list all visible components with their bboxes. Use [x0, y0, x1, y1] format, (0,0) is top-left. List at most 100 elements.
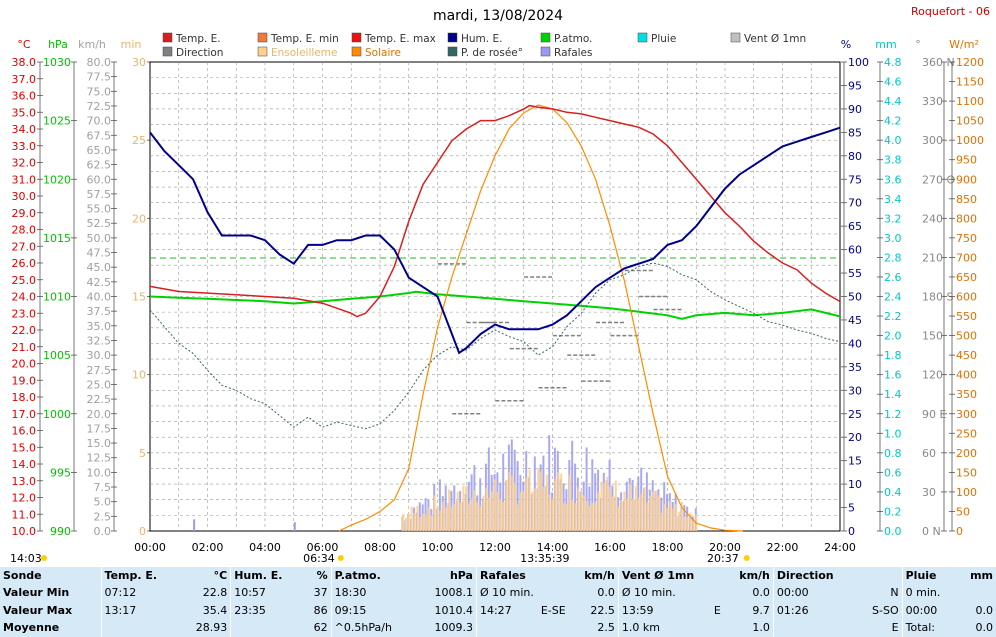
x-tick-label: 06:00 [307, 541, 339, 554]
legend-swatch [540, 46, 551, 57]
axis-tick-label: 850 [956, 193, 977, 206]
sunshine-bar [640, 493, 643, 531]
axis-tick-label: 0 N [922, 525, 941, 538]
stats-row-label: Valeur Min [3, 586, 70, 600]
stats-cell: E [713, 603, 721, 617]
axis-tick-label: 350 [956, 388, 977, 401]
chart-title: mardi, 13/08/2024 [433, 8, 563, 24]
sunshine-bar [603, 482, 606, 531]
axis-tick-label: 995 [50, 466, 71, 479]
x-tick-label: 14:00 [537, 541, 569, 554]
sunshine-bar [471, 498, 474, 531]
axis-tick-label: 4.0 [884, 134, 902, 147]
axis-tick-label: 22.5 [87, 393, 112, 406]
axis-tick-label: 15.0 [87, 437, 112, 450]
stats-cell: 0.0 [975, 603, 994, 617]
axis-tick-label: 38.0 [12, 56, 37, 69]
sunshine-bar [586, 500, 589, 531]
axis-tick-label: 0 [848, 525, 855, 538]
sunshine-bar [652, 491, 655, 531]
gust-bar [585, 447, 588, 531]
sunshine-bar [609, 487, 612, 531]
axis-tick-label: 2.0 [884, 330, 902, 343]
axis-unit: W/m² [949, 38, 979, 51]
sunshine-bar [442, 501, 445, 531]
legend-swatch [351, 32, 362, 43]
axis-tick-label: 45.0 [87, 261, 112, 274]
legend-label: P. de rosée° [461, 47, 523, 59]
sunshine-bar [643, 487, 646, 531]
solar-noon-time: 13:35:39 [520, 552, 569, 565]
axis-tick-label: 57.5 [87, 188, 112, 201]
axis-tick-label: 0.4 [884, 486, 902, 499]
axis-tick-label: 1.6 [884, 369, 902, 382]
axis-tick-label: 360 N [922, 56, 955, 69]
sunshine-bar [617, 506, 620, 531]
sunshine-bar [554, 478, 557, 531]
sunshine-bar [485, 487, 488, 531]
axis-tick-label: 150 [956, 466, 977, 479]
stats-header-dir: Direction [772, 567, 858, 585]
stats-cell: 18:30 [330, 584, 417, 602]
sunshine-bar [491, 491, 494, 531]
stats-cell: 10:57 [230, 584, 304, 602]
stats-table: Sonde Temp. E. °C Hum. E. % P.atmo. hPa … [0, 567, 996, 637]
axis-tick-label: 3.6 [884, 173, 902, 186]
sunshine-bar [422, 513, 425, 531]
sun-icon [41, 555, 47, 561]
sunshine-bar [583, 495, 586, 531]
axis-tick-label: 90 E [922, 408, 946, 421]
axis-tick-label: 10.0 [12, 525, 37, 538]
legend-swatch [540, 32, 551, 43]
series-pressure [149, 290, 841, 320]
legend-swatch [447, 46, 458, 57]
axis-tick-label: 17.5 [87, 422, 112, 435]
axis-tick-label: 1150 [956, 76, 984, 89]
stats-cell [957, 585, 996, 603]
stats-cell: 62 [313, 621, 328, 635]
axis-tick-label: 650 [956, 271, 977, 284]
stats-cell: 0 min. [901, 584, 958, 602]
axis-tick-label: 950 [956, 154, 977, 167]
stats-header-temp: Temp. E. [100, 567, 180, 585]
axis-tick-label: 1010 [43, 291, 71, 304]
axis-tick-label: 300 [922, 134, 943, 147]
sunshine-bar [655, 491, 658, 531]
gust-bar [591, 459, 594, 531]
axis-tick-label: 0.0 [884, 525, 902, 538]
sunshine-bar [430, 515, 433, 531]
axis-tick-label: 1.2 [884, 408, 902, 421]
axis-tick-label: 270 O [922, 173, 955, 186]
axis-tick-label: 35 [848, 361, 862, 374]
axis-tick-label: 1005 [43, 349, 71, 362]
axis-tick-label: 28.0 [12, 224, 37, 237]
axis-tick-label: 25 [132, 134, 146, 147]
sunshine-bar [462, 485, 465, 531]
stats-cell: 07:12 [100, 584, 180, 602]
axis-tick-label: 31.0 [12, 173, 37, 186]
stats-cell: 0.0 [597, 586, 615, 600]
stats-cell [100, 619, 180, 637]
axis-tick-label: 700 [956, 251, 977, 264]
axis-tick-label: 1000 [956, 134, 984, 147]
sunshine-bar [663, 503, 666, 531]
stats-cell: 1009.3 [434, 621, 473, 635]
axis-tick-label: 7.5 [94, 481, 112, 494]
sunset-icon [743, 555, 750, 561]
stats-cell: 1010.4 [434, 603, 473, 617]
stats-cell: 0.0 [975, 621, 994, 635]
axis-tick-label: 1020 [43, 173, 71, 186]
sunshine-bar [419, 517, 422, 531]
stats-header-rain: Pluie [901, 567, 958, 585]
stats-header-dir-unit [858, 567, 902, 585]
stats-cell: E [891, 621, 899, 635]
axis-tick-label: 30 [132, 56, 146, 69]
legend-label: P.atmo. [554, 33, 592, 45]
legend-label: Hum. E. [461, 33, 502, 45]
stats-cell: 9.7 [752, 603, 770, 617]
sunshine-bar [545, 474, 548, 531]
axis-tick-label: 1.4 [884, 388, 902, 401]
stats-cell [475, 619, 569, 637]
axis-tick-label: 37.5 [87, 305, 112, 318]
sunshine-bar [600, 481, 603, 531]
